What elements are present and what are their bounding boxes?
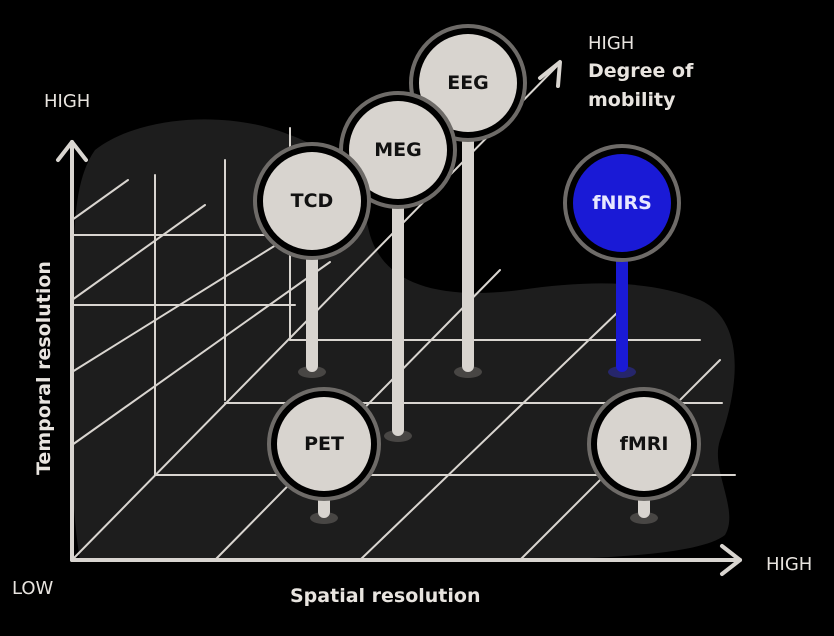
pin-head <box>277 397 371 491</box>
pin-pet: PET <box>267 387 381 524</box>
pin-fmri: fMRI <box>587 387 701 524</box>
axes <box>56 60 742 576</box>
pin-meg: MEG <box>339 91 457 442</box>
pin-label-eeg: EEG <box>447 72 489 94</box>
y-axis-high-label: HIGH <box>44 91 90 112</box>
pin-head <box>349 101 447 199</box>
pin-tcd: TCD <box>253 142 371 378</box>
pin-label-pet: PET <box>304 433 344 455</box>
pin-head <box>263 152 361 250</box>
z-axis-title-line2: mobility <box>588 89 676 111</box>
pin-head <box>597 397 691 491</box>
z-axis-title-line1: Degree of <box>588 60 694 82</box>
technique-pins: PET fMRI EEG MEG TCD fNIRS <box>253 24 701 524</box>
grid <box>71 62 736 561</box>
pin-head <box>419 34 517 132</box>
y-axis-title: Temporal resolution <box>33 261 55 475</box>
pin-label-fmri: fMRI <box>620 433 669 455</box>
pin-stem <box>392 150 404 436</box>
pin-fnirs: fNIRS <box>563 144 681 378</box>
z-axis-arrow <box>538 60 562 88</box>
pin-label-fnirs: fNIRS <box>592 192 652 214</box>
z-axis-high-label: HIGH <box>588 33 634 54</box>
x-axis-title: Spatial resolution <box>290 585 480 607</box>
y-axis-arrow <box>56 140 88 162</box>
x-axis-high-label: HIGH <box>766 554 812 575</box>
pin-label-meg: MEG <box>374 139 421 161</box>
origin-label: LOW <box>12 578 54 599</box>
x-axis-arrow <box>720 544 742 576</box>
pin-stem <box>462 83 474 372</box>
pin-label-tcd: TCD <box>291 190 334 212</box>
pin-head <box>573 154 671 252</box>
